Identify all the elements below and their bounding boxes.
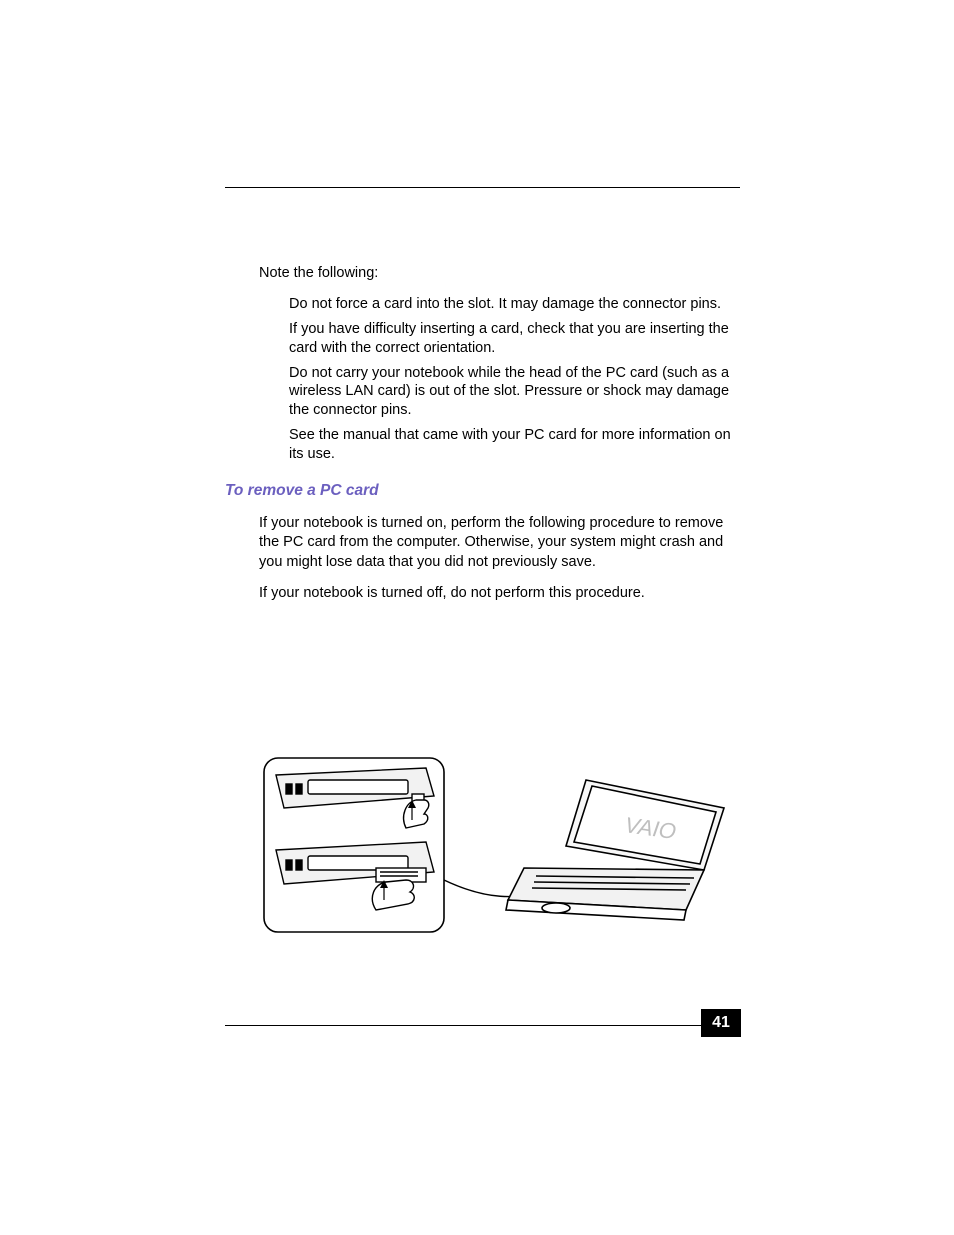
note-item: Do not force a card into the slot. It ma… xyxy=(289,295,740,314)
body-paragraph: If your notebook is turned on, perform t… xyxy=(259,514,740,572)
page-number-box: 41 xyxy=(701,1009,741,1037)
laptop-drawing: VAIO xyxy=(506,780,724,920)
bottom-horizontal-rule xyxy=(225,1025,740,1026)
note-item: If you have difficulty inserting a card,… xyxy=(289,320,740,358)
manual-page: Note the following: Do not force a card … xyxy=(0,0,954,1235)
top-horizontal-rule xyxy=(225,187,740,188)
page-number: 41 xyxy=(712,1014,730,1032)
note-item: Do not carry your notebook while the hea… xyxy=(289,364,740,421)
note-intro-text: Note the following: xyxy=(259,265,740,281)
page-content: Note the following: Do not force a card … xyxy=(225,265,740,615)
section-heading-remove-pc-card: To remove a PC card xyxy=(225,482,740,500)
note-list: Do not force a card into the slot. It ma… xyxy=(289,295,740,464)
body-paragraph: If your notebook is turned off, do not p… xyxy=(259,584,740,603)
pc-card-removal-illustration: VAIO xyxy=(256,750,736,940)
note-item: See the manual that came with your PC ca… xyxy=(289,426,740,464)
